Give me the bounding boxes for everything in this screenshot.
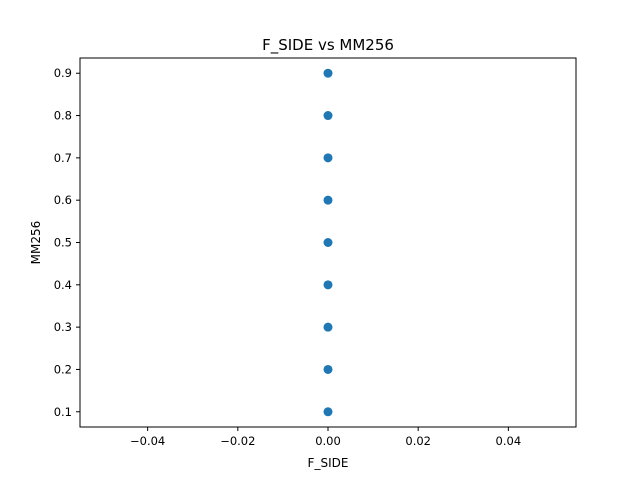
y-tick-label: 0.2 <box>54 362 72 376</box>
y-tick-label: 0.6 <box>54 193 72 207</box>
y-tick-label: 0.7 <box>54 151 72 165</box>
y-tick-label: 0.5 <box>54 236 72 250</box>
chart-title: F_SIDE vs MM256 <box>262 36 394 55</box>
scatter-point <box>323 195 333 205</box>
plot-frame <box>79 57 577 428</box>
y-tick-label: 0.3 <box>54 320 72 334</box>
x-tick-label: 0.02 <box>405 434 431 448</box>
x-tick-label: 0.00 <box>315 434 341 448</box>
scatter-point <box>323 111 333 121</box>
scatter-point <box>323 153 333 163</box>
scatter-point <box>323 407 333 417</box>
scatter-point <box>323 364 333 374</box>
y-axis-ticks: 0.1 0.2 0.3 0.4 0.5 0.6 0.7 0.8 0.9 <box>54 66 80 419</box>
y-tick-label: 0.8 <box>54 109 72 123</box>
x-tick-label: −0.04 <box>130 434 165 448</box>
scatter-point <box>323 322 333 332</box>
scatter-point <box>323 238 333 247</box>
y-axis-label: MM256 <box>29 221 43 265</box>
scatter-point <box>323 68 333 78</box>
y-tick-label: 0.9 <box>54 66 72 80</box>
x-axis-ticks: −0.04 −0.02 0.00 0.02 0.04 <box>130 427 521 448</box>
x-tick-label: −0.02 <box>220 434 255 448</box>
y-tick-label: 0.1 <box>54 405 72 419</box>
scatter-point <box>323 280 333 290</box>
plot-marks <box>323 68 333 417</box>
y-tick-label: 0.4 <box>54 278 72 292</box>
x-axis-label: F_SIDE <box>308 456 349 470</box>
x-tick-label: 0.04 <box>496 434 522 448</box>
